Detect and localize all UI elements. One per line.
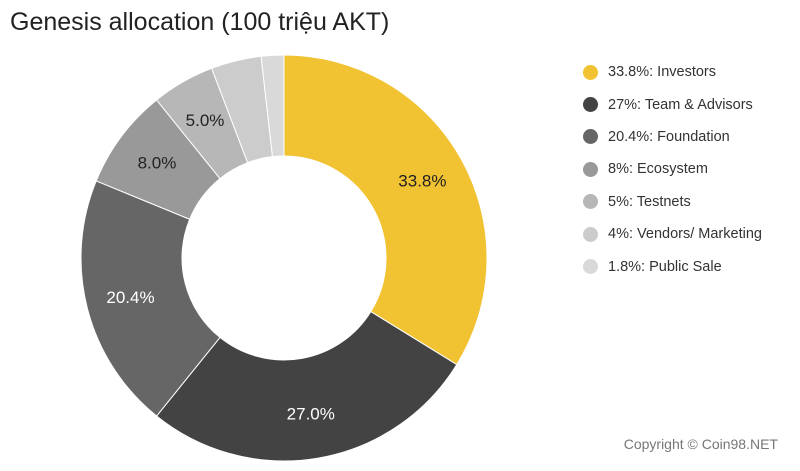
legend-item: 20.4%: Foundation (583, 121, 762, 153)
legend-item: 33.8%: Investors (583, 56, 762, 88)
legend-label: 27%: Team & Advisors (608, 96, 753, 113)
donut-slice (80, 180, 221, 417)
legend-swatch (583, 129, 598, 145)
legend-swatch (583, 64, 598, 80)
legend-swatch (583, 97, 598, 113)
legend-label: 20.4%: Foundation (608, 128, 730, 145)
legend-label: 8%: Ecosystem (608, 161, 708, 178)
legend-swatch (583, 161, 598, 177)
copyright-text: Copyright © Coin98.NET (623, 436, 778, 452)
slice-label: 33.8% (398, 171, 446, 190)
slice-label: 5.0% (186, 111, 225, 130)
legend-item: 5%: Testnets (583, 186, 762, 218)
legend-swatch (583, 259, 598, 275)
slice-label: 8.0% (138, 154, 177, 173)
legend-label: 4%: Vendors/ Marketing (608, 226, 762, 243)
legend-item: 4%: Vendors/ Marketing (583, 218, 762, 250)
legend-label: 33.8%: Investors (608, 64, 716, 81)
chart-title: Genesis allocation (100 triệu AKT) (10, 8, 390, 36)
slice-label: 20.4% (106, 288, 154, 307)
donut-slice (260, 54, 285, 158)
slice-label: 27.0% (287, 405, 335, 424)
legend: 33.8%: Investors 27%: Team & Advisors 20.4… (583, 56, 762, 283)
legend-swatch (583, 194, 598, 210)
donut-slice (155, 310, 458, 462)
legend-swatch (583, 226, 598, 242)
donut-slice (283, 54, 488, 366)
legend-label: 5%: Testnets (608, 193, 691, 210)
legend-item: 1.8%: Public Sale (583, 250, 762, 282)
legend-item: 27%: Team & Advisors (583, 88, 762, 120)
legend-label: 1.8%: Public Sale (608, 258, 722, 275)
legend-item: 8%: Ecosystem (583, 153, 762, 185)
